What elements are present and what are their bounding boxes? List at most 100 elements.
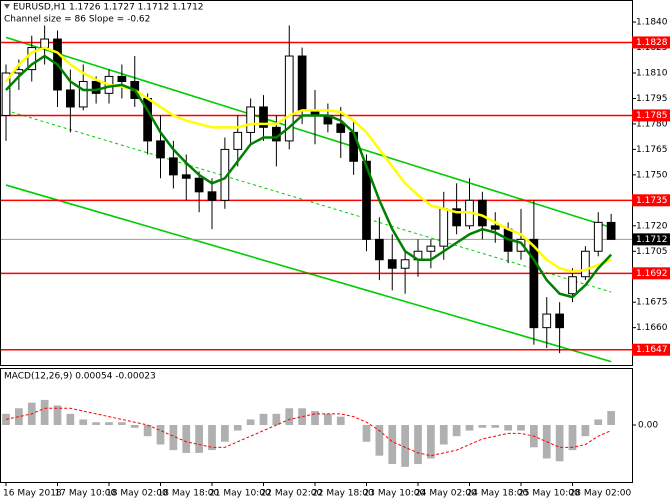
candle-body [66,89,75,108]
macd-bar [272,413,281,425]
candle-body [78,80,88,108]
candle-body [593,221,603,252]
price-panel-frame [0,0,633,366]
macd-bar [362,425,371,442]
x-tick-label: 24 May 18:00 [467,489,529,499]
candle-body [284,55,294,142]
macd-bar [79,419,88,425]
macd-bar [324,413,332,425]
y-tick-label: 1.1780 [636,119,668,129]
chart-subtitle: Channel size = 86 Slope = -0.62 [4,15,150,25]
candle-body [297,55,307,111]
candle-body [91,80,101,94]
y-tick-label: 1.1750 [636,170,668,180]
macd-bar [233,425,242,431]
macd-bar [285,408,294,425]
y-tick-label: 1.1660 [636,323,668,333]
last-price-box [632,233,670,246]
macd-bar [517,425,525,431]
candle-body [568,276,577,295]
macd-bar [182,425,191,453]
y-tick-label: 1.1705 [636,247,668,257]
level-box [632,109,670,122]
x-tick-label: 25 May 10:00 [518,489,580,499]
candle-body [246,106,255,133]
macd-bar [15,408,23,425]
candle-body [555,313,564,329]
macd-label: MACD(12,26,9) 0.00054 -0.00023 [4,372,156,382]
candle-body [387,259,397,269]
y-tick-label: 1.1720 [636,221,668,231]
candle-body [400,259,410,269]
candle-body [516,238,526,252]
candle-body [362,160,371,240]
symbol-icon [4,4,10,9]
y-tick-label: 1.1765 [636,145,668,155]
level-box [632,343,670,356]
candle-body [1,72,11,116]
macd-y-tick-label: 0.00 [638,421,658,431]
macd-bar [427,425,435,459]
channel-line [5,36,612,229]
x-tick-label: 28 May 02:00 [570,489,632,499]
macd-bar [92,422,100,425]
macd-bar [491,425,500,428]
macd-bar [156,425,165,445]
candle-body [439,208,449,247]
level-box [632,194,670,207]
candle-body [581,250,590,278]
candle-body [181,174,191,179]
level-label: 1.1785 [636,111,668,121]
x-tick-label: 18 May 18:00 [158,489,220,499]
macd-bar [439,425,448,445]
candle-body [259,106,268,128]
macd-bar [66,413,75,425]
macd-bar [130,425,139,428]
candle-body [233,131,243,150]
x-tick-label: 22 May 18:00 [312,489,374,499]
candle-body [27,47,37,71]
x-tick-label: 17 May 10:00 [55,489,117,499]
macd-bar [414,425,422,465]
macd-bar [208,425,216,451]
macd-bar [478,425,487,428]
candle-body [375,238,384,261]
candle-body [452,208,461,227]
macd-bar [465,425,474,431]
x-tick-label: 23 May 10:00 [364,489,426,499]
candle-body [194,177,204,193]
macd-bar [568,425,577,451]
y-tick-label: 1.1795 [636,94,668,104]
candle-body [606,221,616,240]
macd-bar [375,425,384,456]
moving-average [5,46,612,273]
candle-body [529,238,539,329]
candle-body [336,123,346,133]
candle-body [207,191,217,201]
macd-bar [504,425,512,431]
price-panel [0,25,632,363]
x-tick-label: 18 May 02:00 [106,489,168,499]
x-tick-label: 22 May 02:00 [261,489,323,499]
macd-bar [221,425,229,442]
candle-body [490,225,500,230]
macd-bar [40,399,49,425]
candle-body [426,245,436,252]
candle-body [542,313,552,329]
macd-bar [105,422,113,425]
candle-body [169,157,178,176]
level-box [632,267,670,280]
level-label: 1.1647 [636,345,668,355]
macd-bar [336,416,345,425]
macd-bar [581,425,590,437]
macd-bar [388,425,397,465]
macd-bar [555,425,564,462]
macd-signal [5,407,612,457]
x-tick-label: 16 May 2018 [3,489,62,499]
level-box [632,36,670,49]
last-price-label: 1.1712 [636,235,668,245]
macd-bar [594,419,603,425]
x-tick-label: 24 May 02:00 [415,489,477,499]
